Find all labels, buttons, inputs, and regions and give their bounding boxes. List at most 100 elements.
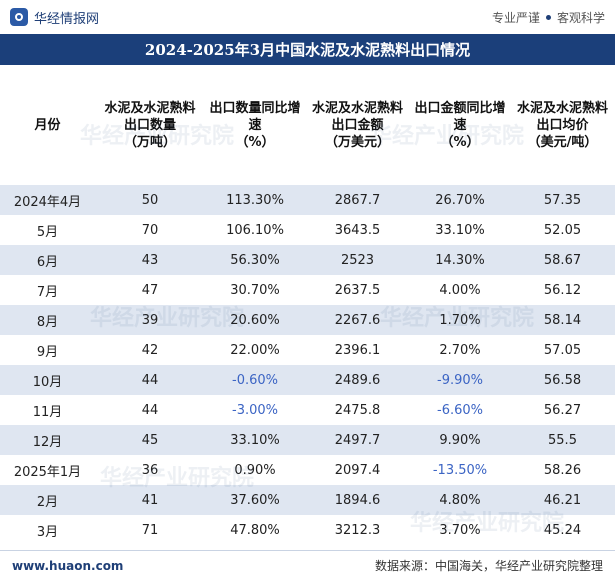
table-cell: 45 <box>95 425 205 455</box>
table-cell: 106.10% <box>205 215 305 245</box>
table-cell: 58.67 <box>510 245 615 275</box>
table-cell: 20.60% <box>205 305 305 335</box>
table-cell: 2月 <box>0 485 95 515</box>
brand: 华经情报网 <box>10 8 99 27</box>
table-cell: 3643.5 <box>305 215 410 245</box>
table-cell: 42 <box>95 335 205 365</box>
table-cell: 5月 <box>0 215 95 245</box>
table-cell: 47.80% <box>205 515 305 545</box>
table-cell: 2025年1月 <box>0 455 95 485</box>
table-cell: -9.90% <box>410 365 510 395</box>
table-cell: 9.90% <box>410 425 510 455</box>
table-cell: 6月 <box>0 245 95 275</box>
slogan-right: 客观科学 <box>556 10 605 25</box>
table-row: 2024年4月 50 113.30% 2867.7 26.70% 57.35 <box>0 185 615 215</box>
table-cell: 10月 <box>0 365 95 395</box>
table-cell: 44 <box>95 365 205 395</box>
table-row: 11月 44 -3.00% 2475.8 -6.60% 56.27 <box>0 395 615 425</box>
table-cell: 56.58 <box>510 365 615 395</box>
brand-name: 华经情报网 <box>34 11 100 27</box>
table-cell: 43 <box>95 245 205 275</box>
table-cell: 2523 <box>305 245 410 275</box>
table-cell: 2024年4月 <box>0 185 95 215</box>
table-row: 8月 39 20.60% 2267.6 1.70% 58.14 <box>0 305 615 335</box>
footer: www.huaon.com 数据来源：中国海关，华经产业研究院整理 <box>0 550 615 580</box>
table-cell: 55.5 <box>510 425 615 455</box>
column-header: 水泥及水泥熟料出口均价 （美元/吨） <box>516 100 608 150</box>
table-cell: 36 <box>95 455 205 485</box>
table-cell: 33.10% <box>205 425 305 455</box>
table-cell: 2097.4 <box>305 455 410 485</box>
table-cell: -3.00% <box>205 395 305 425</box>
table-row: 12月 45 33.10% 2497.7 9.90% 55.5 <box>0 425 615 455</box>
table-cell: 33.10% <box>410 215 510 245</box>
table-cell: 4.00% <box>410 275 510 305</box>
table-cell: 26.70% <box>410 185 510 215</box>
table-cell: 9月 <box>0 335 95 365</box>
column-header: 出口数量同比增速 （%） <box>209 100 301 150</box>
table-cell: 7月 <box>0 275 95 305</box>
table-cell: 1894.6 <box>305 485 410 515</box>
table-row: 10月 44 -0.60% 2489.6 -9.90% 56.58 <box>0 365 615 395</box>
table-cell: 2.70% <box>410 335 510 365</box>
column-header: 月份 <box>34 117 61 133</box>
table-body: 2024年4月 50 113.30% 2867.7 26.70% 57.35 5月 70 106… <box>0 185 615 545</box>
huajing-logo-icon <box>10 8 28 26</box>
table-header: 月份 水泥及水泥熟料出口数量 （万吨） 出口数量同比增速 （%） 水泥及水泥熟料出口金… <box>0 65 615 185</box>
table-row: 7月 47 30.70% 2637.5 4.00% 56.12 <box>0 275 615 305</box>
table-cell: 11月 <box>0 395 95 425</box>
table-cell: 2475.8 <box>305 395 410 425</box>
table-cell: 2867.7 <box>305 185 410 215</box>
table-cell: 8月 <box>0 305 95 335</box>
table-cell: 2637.5 <box>305 275 410 305</box>
column-header: 水泥及水泥熟料出口金额 （万美元） <box>311 100 403 150</box>
bullet-icon <box>545 14 551 20</box>
table-cell: 3212.3 <box>305 515 410 545</box>
table-cell: 57.35 <box>510 185 615 215</box>
table-row: 5月 70 106.10% 3643.5 33.10% 52.05 <box>0 215 615 245</box>
header-row: 月份 水泥及水泥熟料出口数量 （万吨） 出口数量同比增速 （%） 水泥及水泥熟料出口金… <box>0 65 615 185</box>
table-cell: 58.26 <box>510 455 615 485</box>
table-cell: 44 <box>95 395 205 425</box>
table-cell: 47 <box>95 275 205 305</box>
table-cell: 45.24 <box>510 515 615 545</box>
table-cell: 2396.1 <box>305 335 410 365</box>
table-cell: 37.60% <box>205 485 305 515</box>
table-cell: 3月 <box>0 515 95 545</box>
table-cell: 1.70% <box>410 305 510 335</box>
table-cell: 71 <box>95 515 205 545</box>
table-cell: 12月 <box>0 425 95 455</box>
slogan-left: 专业严谨 <box>491 10 540 25</box>
table-row: 2月 41 37.60% 1894.6 4.80% 46.21 <box>0 485 615 515</box>
table-cell: 4.80% <box>410 485 510 515</box>
table-row: 3月 71 47.80% 3212.3 3.70% 45.24 <box>0 515 615 545</box>
slogan: 专业严谨 客观科学 <box>492 9 605 26</box>
table-cell: 2497.7 <box>305 425 410 455</box>
table-cell: 56.30% <box>205 245 305 275</box>
table-cell: -0.60% <box>205 365 305 395</box>
table-cell: 113.30% <box>205 185 305 215</box>
data-source: 数据来源：中国海关，华经产业研究院整理 <box>374 559 603 573</box>
table-cell: 2489.6 <box>305 365 410 395</box>
table-cell: 52.05 <box>510 215 615 245</box>
table-row: 9月 42 22.00% 2396.1 2.70% 57.05 <box>0 335 615 365</box>
table-cell: 46.21 <box>510 485 615 515</box>
table-cell: 39 <box>95 305 205 335</box>
table-cell: -6.60% <box>410 395 510 425</box>
table-cell: 30.70% <box>205 275 305 305</box>
table-cell: 50 <box>95 185 205 215</box>
table-cell: 70 <box>95 215 205 245</box>
table-row: 6月 43 56.30% 2523 14.30% 58.67 <box>0 245 615 275</box>
column-header: 水泥及水泥熟料出口数量 （万吨） <box>104 100 196 150</box>
table-cell: 22.00% <box>205 335 305 365</box>
website-link[interactable]: www.huaon.com <box>12 558 124 573</box>
table-cell: 56.27 <box>510 395 615 425</box>
page-title: 2024-2025年3月中国水泥及水泥熟料出口情况 <box>0 34 615 65</box>
table-cell: 14.30% <box>410 245 510 275</box>
table-cell: 3.70% <box>410 515 510 545</box>
table-cell: 2267.6 <box>305 305 410 335</box>
top-bar: 华经情报网 专业严谨 客观科学 <box>0 0 615 34</box>
column-header: 出口金额同比增速 （%） <box>414 100 506 150</box>
table-cell: -13.50% <box>410 455 510 485</box>
table-cell: 0.90% <box>205 455 305 485</box>
